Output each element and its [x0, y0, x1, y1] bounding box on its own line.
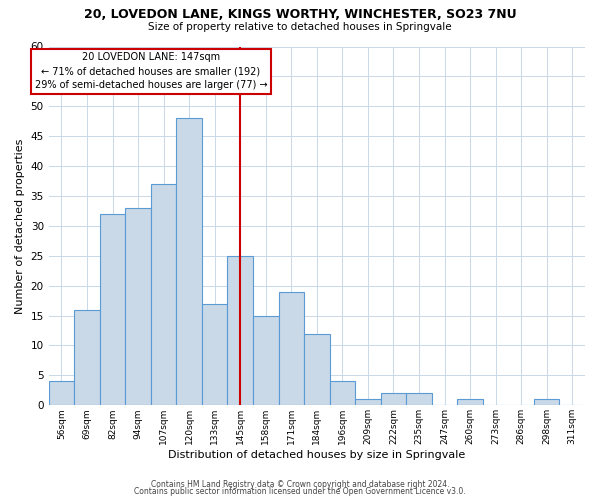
Bar: [380, 394, 406, 406]
Bar: [457, 400, 483, 406]
Bar: [49, 382, 74, 406]
Y-axis label: Number of detached properties: Number of detached properties: [15, 138, 25, 314]
Bar: [100, 214, 125, 406]
Bar: [278, 292, 304, 406]
Bar: [74, 310, 100, 406]
Bar: [329, 382, 355, 406]
X-axis label: Distribution of detached houses by size in Springvale: Distribution of detached houses by size …: [168, 450, 466, 460]
Bar: [304, 334, 329, 406]
Bar: [202, 304, 227, 406]
Text: 20 LOVEDON LANE: 147sqm
← 71% of detached houses are smaller (192)
29% of semi-d: 20 LOVEDON LANE: 147sqm ← 71% of detache…: [35, 52, 267, 90]
Text: Size of property relative to detached houses in Springvale: Size of property relative to detached ho…: [148, 22, 452, 32]
Text: 20, LOVEDON LANE, KINGS WORTHY, WINCHESTER, SO23 7NU: 20, LOVEDON LANE, KINGS WORTHY, WINCHEST…: [83, 8, 517, 20]
Bar: [125, 208, 151, 406]
Text: Contains HM Land Registry data © Crown copyright and database right 2024.: Contains HM Land Registry data © Crown c…: [151, 480, 449, 489]
Bar: [227, 256, 253, 406]
Bar: [355, 400, 380, 406]
Bar: [151, 184, 176, 406]
Bar: [253, 316, 278, 406]
Bar: [176, 118, 202, 406]
Bar: [534, 400, 559, 406]
Text: Contains public sector information licensed under the Open Government Licence v3: Contains public sector information licen…: [134, 487, 466, 496]
Bar: [406, 394, 432, 406]
